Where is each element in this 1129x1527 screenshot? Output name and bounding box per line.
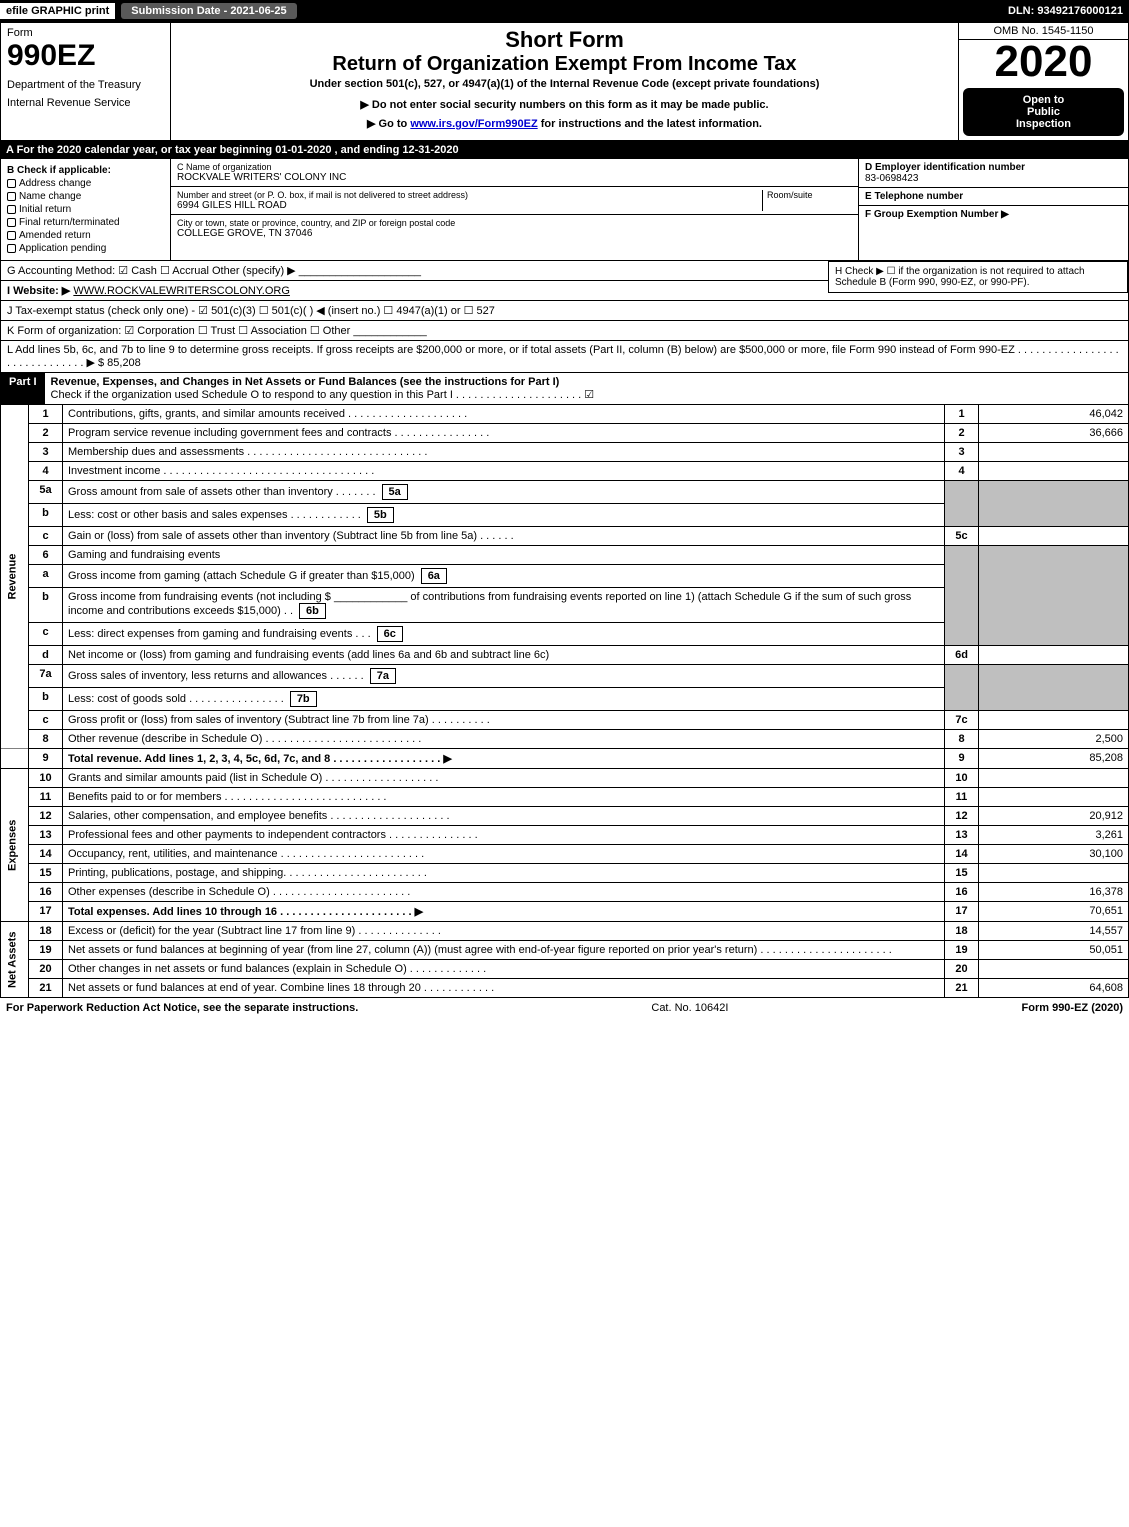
city-state-zip: COLLEGE GROVE, TN 37046 <box>177 228 852 239</box>
irs-link[interactable]: www.irs.gov/Form990EZ <box>410 118 537 130</box>
row-g-h: G Accounting Method: ☑ Cash ☐ Accrual Ot… <box>0 261 1129 281</box>
net-assets-side-label: Net Assets <box>1 922 29 998</box>
form-ref: Form 990-EZ (2020) <box>1022 1002 1123 1014</box>
submission-date: Submission Date - 2021-06-25 <box>121 3 296 19</box>
ein: 83-0698423 <box>865 173 1122 184</box>
box-b: B Check if applicable: Address change Na… <box>1 159 171 260</box>
cat-no: Cat. No. 10642I <box>651 1002 728 1014</box>
tax-year: 2020 <box>959 40 1128 84</box>
website-link[interactable]: WWW.ROCKVALEWRITERSCOLONY.ORG <box>73 285 290 297</box>
org-name: ROCKVALE WRITERS' COLONY INC <box>177 172 852 183</box>
dln: DLN: 93492176000121 <box>1008 5 1129 17</box>
revenue-side-label: Revenue <box>1 405 29 749</box>
page-footer: For Paperwork Reduction Act Notice, see … <box>0 998 1129 1018</box>
part-1-table: Revenue 1Contributions, gifts, grants, a… <box>0 405 1129 998</box>
top-bar: efile GRAPHIC print Submission Date - 20… <box>0 0 1129 22</box>
checkbox-icon[interactable] <box>7 218 16 227</box>
dept-treasury: Department of the Treasury <box>7 79 164 91</box>
form-number: 990EZ <box>7 39 164 73</box>
ssn-notice: ▶ Do not enter social security numbers o… <box>179 98 950 111</box>
box-c: C Name of organization ROCKVALE WRITERS'… <box>171 159 858 260</box>
schedule-b-check: H Check ▶ ☐ if the organization is not r… <box>828 261 1128 293</box>
checkbox-icon[interactable] <box>7 244 16 253</box>
open-public-box: Open to Public Inspection <box>963 88 1124 136</box>
form-header: Form 990EZ Department of the Treasury In… <box>0 22 1129 141</box>
checkbox-icon[interactable] <box>7 192 16 201</box>
dept-irs: Internal Revenue Service <box>7 97 164 109</box>
subtitle: Under section 501(c), 527, or 4947(a)(1)… <box>179 78 950 90</box>
row-k: K Form of organization: ☑ Corporation ☐ … <box>0 321 1129 341</box>
efile-label: efile GRAPHIC print <box>0 3 115 19</box>
form-label: Form <box>7 27 164 39</box>
checkbox-icon[interactable] <box>7 231 16 240</box>
street-address: 6994 GILES HILL ROAD <box>177 200 762 211</box>
checkbox-icon[interactable] <box>7 205 16 214</box>
goto-line: ▶ Go to www.irs.gov/Form990EZ for instru… <box>179 117 950 130</box>
paperwork-notice: For Paperwork Reduction Act Notice, see … <box>6 1002 358 1014</box>
checkbox-icon[interactable] <box>7 179 16 188</box>
expenses-side-label: Expenses <box>1 769 29 922</box>
box-de: D Employer identification number 83-0698… <box>858 159 1128 260</box>
info-grid: B Check if applicable: Address change Na… <box>0 159 1129 261</box>
row-l: L Add lines 5b, 6c, and 7b to line 9 to … <box>0 341 1129 373</box>
tax-period-row: A For the 2020 calendar year, or tax yea… <box>0 141 1129 159</box>
short-form-title: Short Form <box>179 27 950 53</box>
row-j: J Tax-exempt status (check only one) - ☑… <box>0 301 1129 321</box>
return-title: Return of Organization Exempt From Incom… <box>179 53 950 76</box>
part-1-header: Part I Revenue, Expenses, and Changes in… <box>0 373 1129 405</box>
